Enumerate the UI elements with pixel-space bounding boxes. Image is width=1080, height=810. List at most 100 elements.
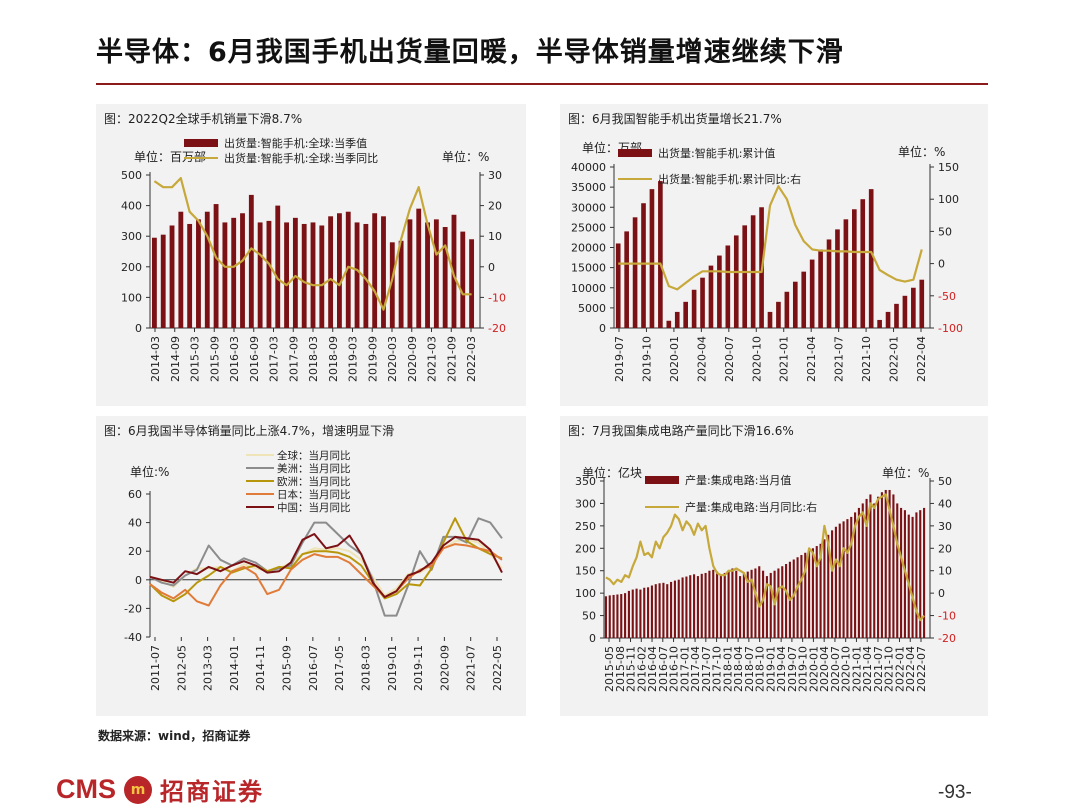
y-right-tick-label: -50	[938, 290, 956, 303]
x-tick-label: 2020-04	[695, 336, 708, 382]
bar	[284, 222, 289, 328]
bar	[696, 576, 699, 638]
bar	[620, 594, 623, 638]
x-tick-label: 2021-03	[426, 336, 439, 382]
bar	[792, 559, 795, 638]
x-tick-label: 2022-03	[465, 336, 478, 382]
bar	[811, 548, 814, 638]
bar	[612, 594, 615, 638]
bar	[784, 291, 790, 328]
x-tick-label: 2020-09	[406, 336, 419, 382]
bar	[800, 555, 803, 638]
bar	[624, 231, 629, 328]
x-tick-label: 2015-03	[189, 336, 202, 382]
unit-right-label: 单位：%	[898, 144, 945, 159]
x-tick-label: 2018-07	[743, 646, 756, 692]
bar	[641, 203, 646, 328]
y-right-tick-label: -100	[938, 322, 963, 335]
bar	[719, 575, 722, 638]
bar	[892, 494, 895, 638]
legend-label: 中国：当月同比	[277, 501, 351, 514]
y-right-tick-label: 0	[938, 258, 945, 271]
bar	[328, 216, 334, 328]
y-right-tick-label: -20	[488, 322, 506, 335]
bar	[691, 289, 697, 328]
logo-cms-text: CMS	[56, 774, 116, 804]
bar	[187, 223, 193, 328]
unit-left-label: 单位:%	[130, 464, 169, 479]
x-tick-label: 2019-03	[347, 336, 360, 382]
bar	[160, 234, 166, 328]
bar	[683, 301, 688, 328]
bar	[658, 583, 661, 638]
page-title: 半导体：6月我国手机出货量回暖，半导体销量增速继续下滑	[96, 37, 844, 68]
bar	[616, 594, 619, 638]
bar	[776, 301, 781, 328]
bar	[345, 211, 351, 328]
bar	[900, 507, 903, 638]
bar	[681, 577, 684, 638]
bar	[674, 311, 680, 328]
y-tick-label: 150	[575, 565, 596, 578]
x-tick-label: 2020-07	[723, 336, 736, 382]
bar	[801, 271, 807, 328]
bar	[911, 287, 916, 328]
x-tick-label: 2019-01	[386, 645, 399, 691]
y-right-tick-label: 30	[938, 520, 952, 533]
bar	[742, 572, 745, 638]
chart-title: 图：6月我国半导体销量同比上涨4.7%，增速明显下滑	[104, 424, 395, 438]
bar	[857, 507, 860, 638]
y-tick-label: 100	[121, 291, 142, 304]
bar	[723, 572, 726, 638]
x-tick-label: 2016-07	[657, 646, 670, 692]
legend-label: 产量:集成电路:当月值	[685, 473, 791, 487]
x-tick-label: 2021-10	[883, 646, 896, 692]
legend-swatch-bar	[184, 139, 218, 147]
chart-china-phone-shipments: 0 5000 10000 15000 20000 25000 30000 35000 40000…	[571, 140, 963, 382]
bar	[888, 489, 891, 638]
y-right-tick-label: -10	[938, 610, 956, 623]
bar	[381, 216, 386, 328]
x-tick-label: 2019-11	[412, 645, 425, 691]
x-tick-label: 2018-09	[327, 336, 340, 382]
bar	[843, 219, 849, 328]
legend-label: 欧洲：当月同比	[277, 475, 351, 488]
bar	[796, 557, 799, 638]
line-series	[149, 533, 503, 598]
legend-label: 日本：当月同比	[277, 488, 351, 501]
y-right-tick-label: 0	[488, 261, 495, 274]
x-tick-label: 2016-04	[646, 646, 659, 692]
y-tick-label: 25000	[571, 221, 606, 234]
y-tick-label: 40	[128, 517, 142, 530]
y-tick-label: 400	[121, 200, 142, 213]
x-tick-label: 2019-09	[366, 336, 379, 382]
bar	[869, 494, 872, 638]
title-divider	[96, 83, 988, 85]
x-tick-label: 2021-04	[861, 646, 874, 692]
bar	[725, 245, 731, 328]
x-tick-label: 2017-05	[333, 645, 346, 691]
logo-mark-icon: m	[124, 775, 152, 804]
line-series	[149, 517, 503, 603]
bar	[923, 507, 926, 638]
bar	[398, 240, 404, 328]
y-tick-label: 200	[121, 261, 142, 274]
chart-title: 图：6月我国智能手机出货量增长21.7%	[568, 112, 782, 126]
bar	[615, 243, 621, 328]
bar	[758, 566, 761, 638]
bar	[754, 568, 757, 638]
bar	[809, 259, 815, 328]
x-tick-label: 2018-10	[754, 646, 767, 692]
bar	[178, 211, 184, 328]
bar	[911, 516, 914, 638]
unit-right-label: 单位：%	[442, 149, 489, 164]
bar	[804, 552, 807, 638]
x-tick-label: 2022-04	[904, 646, 917, 692]
bar	[677, 579, 680, 638]
y-tick-label: 0	[135, 322, 142, 335]
bar	[717, 255, 722, 328]
x-tick-label: 2021-07	[465, 645, 478, 691]
bar	[673, 580, 676, 638]
line-series	[149, 517, 503, 617]
bar	[826, 239, 832, 328]
